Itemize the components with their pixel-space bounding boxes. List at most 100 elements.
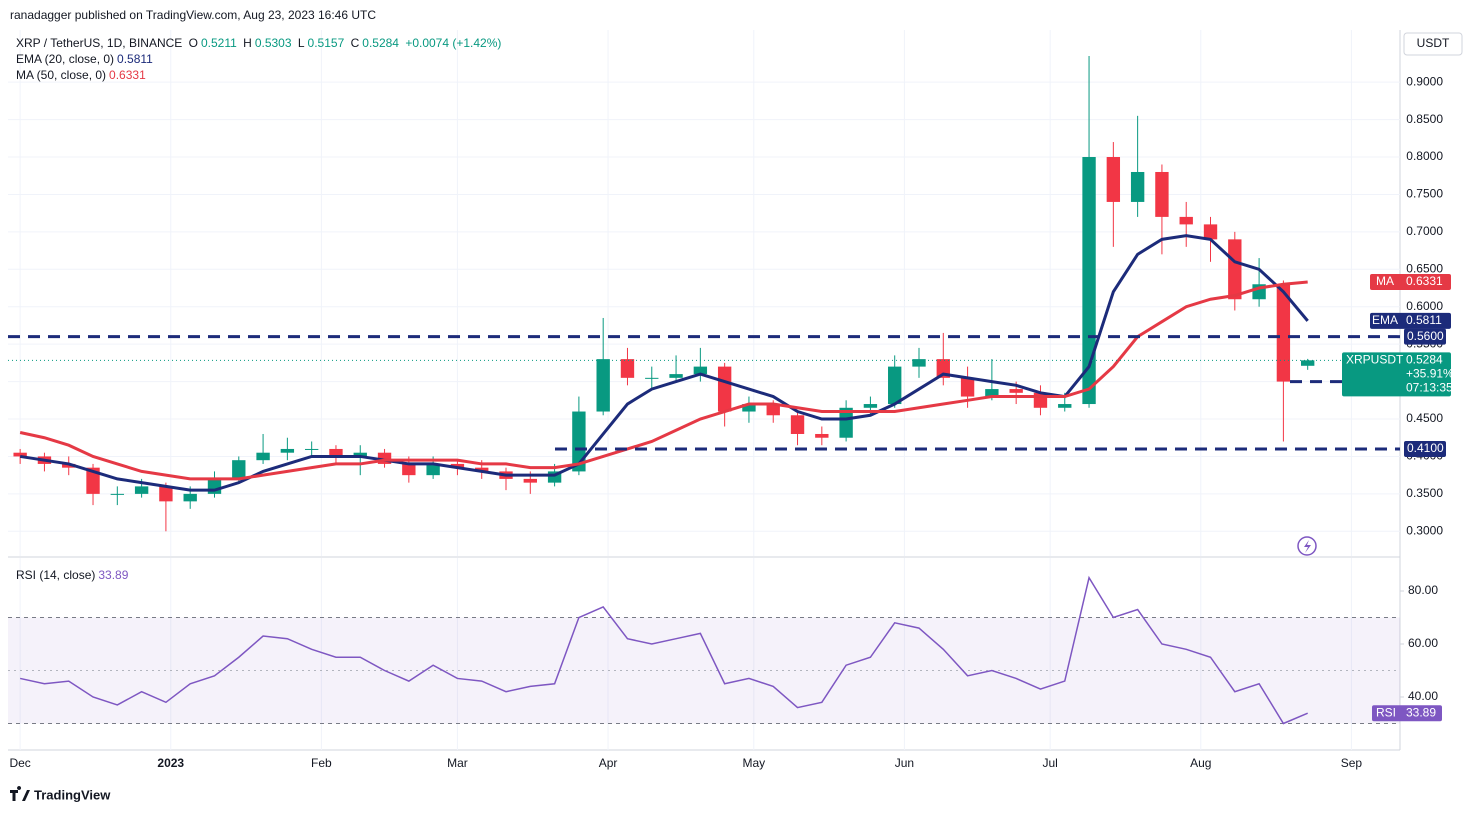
candle-body: [86, 467, 100, 494]
y-tick-label: 0.3000: [1406, 523, 1443, 537]
candle-body: [304, 448, 319, 450]
price-tag: [1342, 352, 1451, 397]
candle-body: [1009, 389, 1023, 393]
ma-value: 0.6331: [109, 68, 146, 82]
candle-body: [1228, 239, 1242, 300]
candle-body: [596, 359, 610, 412]
candle-body: [790, 415, 805, 434]
candle-body: [1203, 224, 1218, 240]
candle-body: [985, 389, 999, 397]
candle-body: [329, 448, 343, 457]
candle-body: [620, 359, 635, 378]
candle-body: [256, 452, 270, 461]
h-value: 0.5303: [254, 36, 292, 50]
candle-body: [815, 433, 829, 438]
symbol-line: XRP / TetherUS, 1D, BINANCE O 0.5211 H 0.5…: [16, 36, 504, 50]
candle-body: [645, 377, 659, 379]
ma-name: MA (50, close, 0): [16, 68, 107, 82]
candle-body: [742, 404, 756, 412]
level-tag: [1404, 328, 1446, 345]
candle-body: [450, 463, 465, 468]
candle-body: [62, 463, 76, 468]
level-tag-label: 0.4100: [1407, 441, 1444, 455]
y-tick-label: 0.6000: [1406, 299, 1443, 313]
candle-body: [402, 463, 416, 476]
y-tick-label: 40.00: [1408, 689, 1438, 703]
level-tag: [1404, 440, 1446, 457]
x-tick-label: Aug: [1190, 756, 1211, 770]
candle-body: [13, 452, 27, 457]
brand: TradingView: [34, 787, 111, 802]
candle-body: [353, 452, 367, 457]
candle-body: [1155, 171, 1169, 217]
candle-body: [523, 478, 537, 483]
l-value: 0.5157: [307, 36, 345, 50]
logo-mark: [10, 786, 30, 801]
events-bolt: [1304, 540, 1311, 553]
candle-body: [839, 407, 853, 438]
symbol: XRP / TetherUS, 1D, BINANCE: [16, 36, 183, 50]
h-label: H: [243, 36, 252, 50]
candle-body: [1179, 216, 1193, 225]
x-tick-label: Jul: [1043, 756, 1058, 770]
y-tick-label: 0.8500: [1406, 112, 1443, 126]
candle-body: [280, 448, 295, 453]
l-label: L: [297, 36, 305, 50]
candle-body: [377, 452, 392, 464]
indicator-tag-value: 0.6331: [1406, 274, 1443, 288]
events-icon[interactable]: [1297, 536, 1317, 556]
candle-body: [547, 471, 562, 483]
x-tick-label: Dec: [9, 756, 30, 770]
indicator-tag: [1370, 273, 1451, 290]
currency-button[interactable]: [1403, 32, 1463, 56]
candle-body: [1106, 157, 1121, 202]
price-tag-value: 0.5284: [1406, 352, 1443, 366]
moving-average-line: [19, 280, 1308, 481]
candle-body: [572, 411, 586, 472]
candle-body: [888, 366, 902, 405]
level-tag-label: 0.5600: [1407, 329, 1444, 343]
c-value: 0.5284: [362, 36, 399, 50]
published-line: ranadagger published on TradingView.com,…: [10, 8, 377, 22]
rsi-line: [19, 575, 1308, 725]
c-label: C: [350, 36, 360, 50]
ma-legend: MA (50, close, 0) 0.6331: [16, 68, 149, 82]
y-tick-label: 0.4500: [1406, 411, 1443, 425]
indicator-tag-value: 0.5811: [1406, 313, 1442, 327]
candle-body: [134, 486, 149, 494]
o-value: 0.5211: [200, 36, 237, 50]
ema-value: 0.5811: [117, 52, 153, 66]
candle-body: [426, 463, 440, 476]
logo: [10, 786, 30, 801]
x-tick-label: May: [742, 756, 765, 770]
rsi-legend: RSI (14, close) 33.89: [16, 568, 131, 582]
x-tick-label: Feb: [311, 756, 332, 770]
candle-body: [766, 404, 780, 416]
candle-body: [960, 377, 975, 397]
countdown: 07:13:35: [1406, 380, 1453, 394]
rsi-value: 33.89: [98, 568, 129, 582]
candle-body: [1058, 404, 1072, 408]
indicator-tag: [1370, 312, 1451, 329]
y-tick-label: 0.8000: [1406, 149, 1443, 163]
symbol-tag: XRPUSDT: [1346, 352, 1404, 366]
x-tick-label: Sep: [1341, 756, 1363, 770]
x-tick-label: Mar: [447, 756, 468, 770]
o-label: O: [188, 36, 198, 50]
x-tick-label: 2023: [157, 756, 184, 770]
candle-body: [1276, 284, 1291, 382]
price-tag-change: +35.91%: [1406, 366, 1454, 380]
change: +0.0074 (+1.42%): [405, 36, 502, 50]
currency-label[interactable]: USDT: [1417, 36, 1450, 50]
candle-body: [232, 460, 246, 479]
candle-body: [693, 366, 708, 375]
indicator-tag-name: EMA: [1372, 313, 1398, 327]
x-tick-label: Jun: [895, 756, 914, 770]
candle-body: [669, 374, 683, 378]
candle-body: [1130, 171, 1145, 202]
y-tick-label: 0.7500: [1406, 187, 1443, 201]
candle-body: [1082, 157, 1096, 405]
y-tick-label: 0.3500: [1406, 486, 1443, 500]
